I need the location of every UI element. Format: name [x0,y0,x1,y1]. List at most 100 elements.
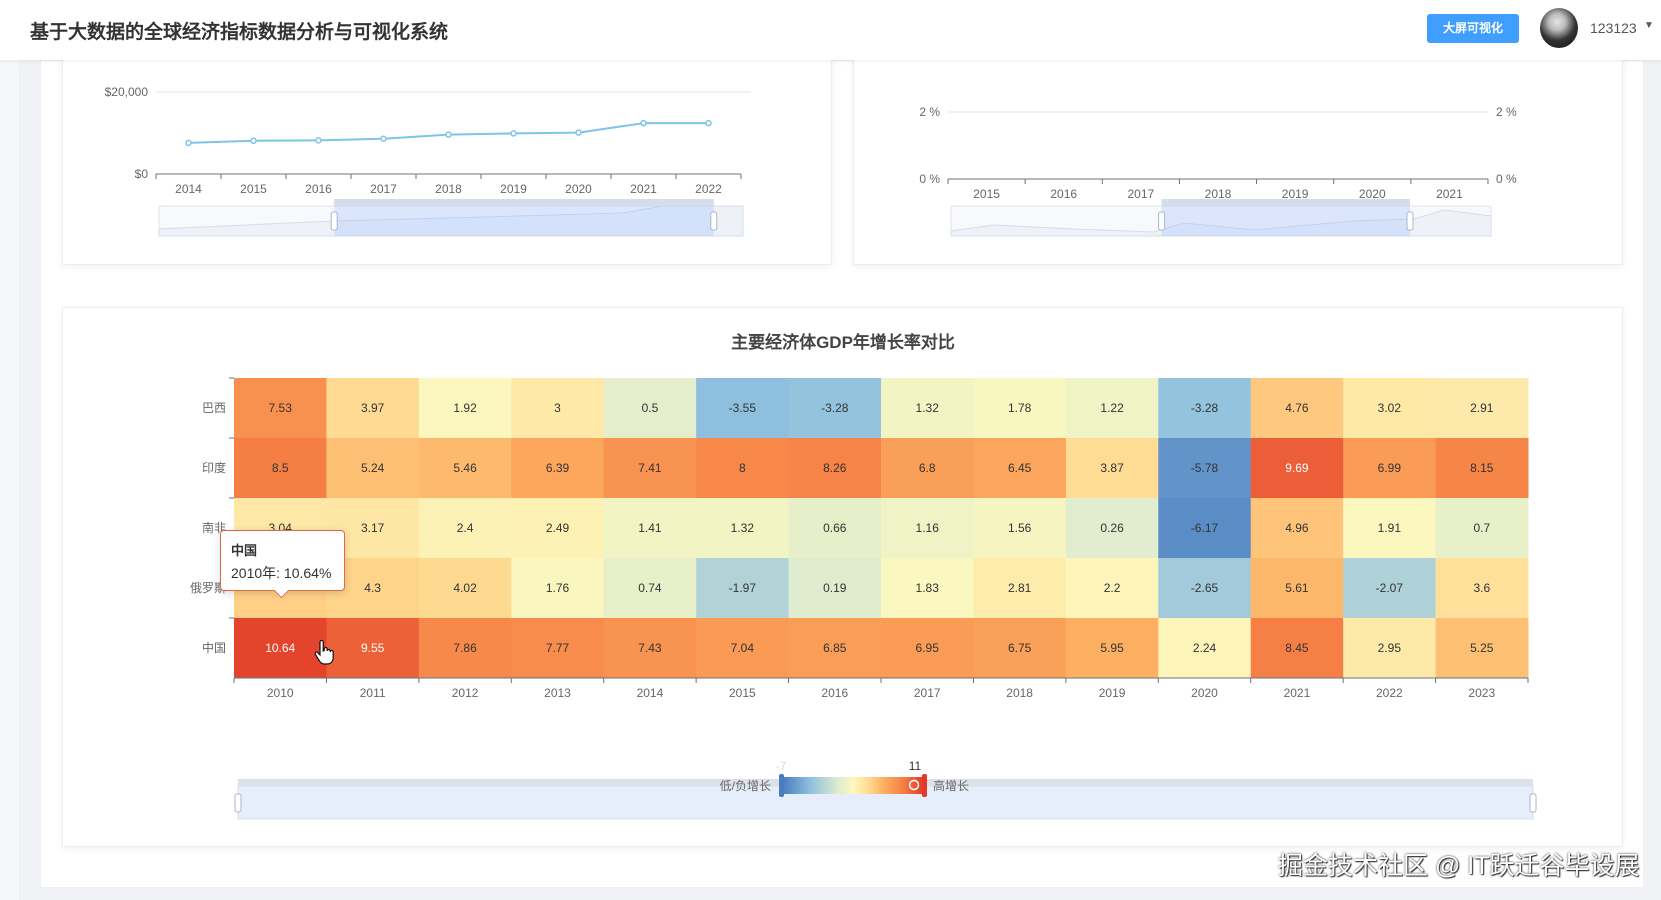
growth-zoom-right-handle[interactable] [1406,211,1414,231]
heatmap-cell[interactable] [1250,438,1344,499]
heatmap-cell[interactable] [326,618,420,679]
heatmap-cell[interactable] [234,438,327,499]
heatmap-cell[interactable] [1158,498,1252,559]
visual-map-high-text: 高增长 [933,778,969,793]
heatmap-cell[interactable] [1065,618,1159,679]
heatmap-cell[interactable] [603,558,697,619]
heatmap-cell[interactable] [1343,498,1437,559]
heatmap-cell[interactable] [1343,378,1437,439]
heatmap-cell[interactable] [696,438,790,499]
cell-value-label: 7.41 [638,461,662,475]
heatmap-cell[interactable] [418,558,512,619]
growth-zoom-move-handle [1161,199,1410,206]
heatmap-cell[interactable] [973,438,1067,499]
cell-value-label: 2.91 [1470,401,1494,415]
heatmap-cell[interactable] [234,378,327,439]
heatmap-cell[interactable] [788,558,882,619]
heatmap-cell[interactable] [1435,378,1529,439]
zoom-left-handle[interactable] [234,793,242,813]
heatmap-cell[interactable] [326,378,420,439]
heatmap-cell[interactable] [1250,498,1344,559]
username[interactable]: 123123 [1590,20,1637,36]
heatmap-cell[interactable] [234,618,327,679]
cell-value-label: -2.65 [1191,581,1219,595]
heatmap-cell[interactable] [1250,558,1344,619]
heatmap-cell[interactable] [696,558,790,619]
heatmap-cell[interactable] [1065,558,1159,619]
heatmap-cell[interactable] [511,378,605,439]
cell-value-label: 6.8 [919,461,936,475]
cell-value-label: 6.95 [916,641,940,655]
heatmap-cell[interactable] [881,498,974,559]
cell-value-label: 7.43 [638,641,662,655]
heatmap-cell[interactable] [1343,558,1437,619]
x-tick-label: 2014 [175,182,202,196]
heatmap-cell[interactable] [1435,618,1529,679]
heatmap-cell[interactable] [881,618,974,679]
heatmap-cell[interactable] [973,498,1067,559]
gdp-zoom-right-handle[interactable] [710,211,718,231]
growth-zoom-left-handle[interactable] [1158,211,1166,231]
heatmap-cell[interactable] [696,378,790,439]
heatmap-cell[interactable] [511,438,605,499]
heatmap-cell[interactable] [1158,558,1252,619]
cell-value-label: 2.49 [546,521,570,535]
heatmap-cell[interactable] [511,618,605,679]
heatmap-cell[interactable] [603,378,697,439]
caret-down-icon[interactable]: ▼ [1644,20,1654,31]
zoom-right-handle[interactable] [1529,793,1537,813]
heatmap-cell[interactable] [511,498,605,559]
heatmap-cell[interactable] [418,498,512,559]
heatmap-cell[interactable] [1343,618,1437,679]
heatmap-cell[interactable] [326,438,420,499]
gdp-zoom-left-handle[interactable] [330,211,338,231]
heatmap-cell[interactable] [973,618,1067,679]
heatmap-cell[interactable] [603,498,697,559]
heatmap-cell[interactable] [1065,498,1159,559]
heatmap-cell[interactable] [1065,378,1159,439]
heatmap-cell[interactable] [511,558,605,619]
user-avatar[interactable] [1540,8,1578,48]
gdp-per-capita-card: $20,000 $0 2014 2015 2016 2017 2018 2019 2020 202… [62,50,832,265]
heatmap-cell[interactable] [1065,438,1159,499]
heatmap-cell[interactable] [788,498,882,559]
x-category-label: 2010 [267,686,294,700]
heatmap-cell[interactable] [1435,438,1529,499]
heatmap-cell[interactable] [973,378,1067,439]
y-category-label: 俄罗斯 [190,581,226,595]
heatmap-cell[interactable] [696,498,790,559]
heatmap-cell[interactable] [788,438,882,499]
cell-value-label: 1.92 [453,401,477,415]
heatmap-cell[interactable] [1435,558,1529,619]
heatmap-cell[interactable] [696,618,790,679]
heatmap-cell[interactable] [881,438,974,499]
heatmap-cell[interactable] [1250,378,1344,439]
cell-value-label: -5.78 [1191,461,1219,475]
big-screen-button[interactable]: 大屏可视化 [1427,14,1519,43]
heatmap-cell[interactable] [1158,438,1252,499]
heatmap-cell[interactable] [418,378,512,439]
heatmap-cell[interactable] [1158,618,1252,679]
heatmap-cell[interactable] [1343,438,1437,499]
heatmap-cell[interactable] [881,558,974,619]
cell-value-label: 5.46 [453,461,477,475]
heatmap-cell[interactable] [418,438,512,499]
cell-value-label: 0.7 [1473,521,1490,535]
heatmap-cell[interactable] [603,618,697,679]
y-tick-label: $20,000 [105,85,149,99]
cell-value-label: 1.32 [731,521,755,535]
heatmap-cell[interactable] [1250,618,1344,679]
visual-map-max-handle[interactable] [922,774,927,797]
heatmap-cell[interactable] [881,378,974,439]
heatmap-cell[interactable] [788,378,882,439]
heatmap-cell[interactable] [1158,378,1252,439]
heatmap-cell[interactable] [788,618,882,679]
x-tick-label: 2018 [1205,187,1232,201]
y-right-tick-label: 2 % [1496,105,1517,119]
heatmap-cell[interactable] [973,558,1067,619]
cell-value-label: 1.22 [1100,401,1124,415]
visual-map-min-handle[interactable] [779,774,784,797]
heatmap-cell[interactable] [603,438,697,499]
heatmap-cell[interactable] [1435,498,1529,559]
heatmap-cell[interactable] [418,618,512,679]
